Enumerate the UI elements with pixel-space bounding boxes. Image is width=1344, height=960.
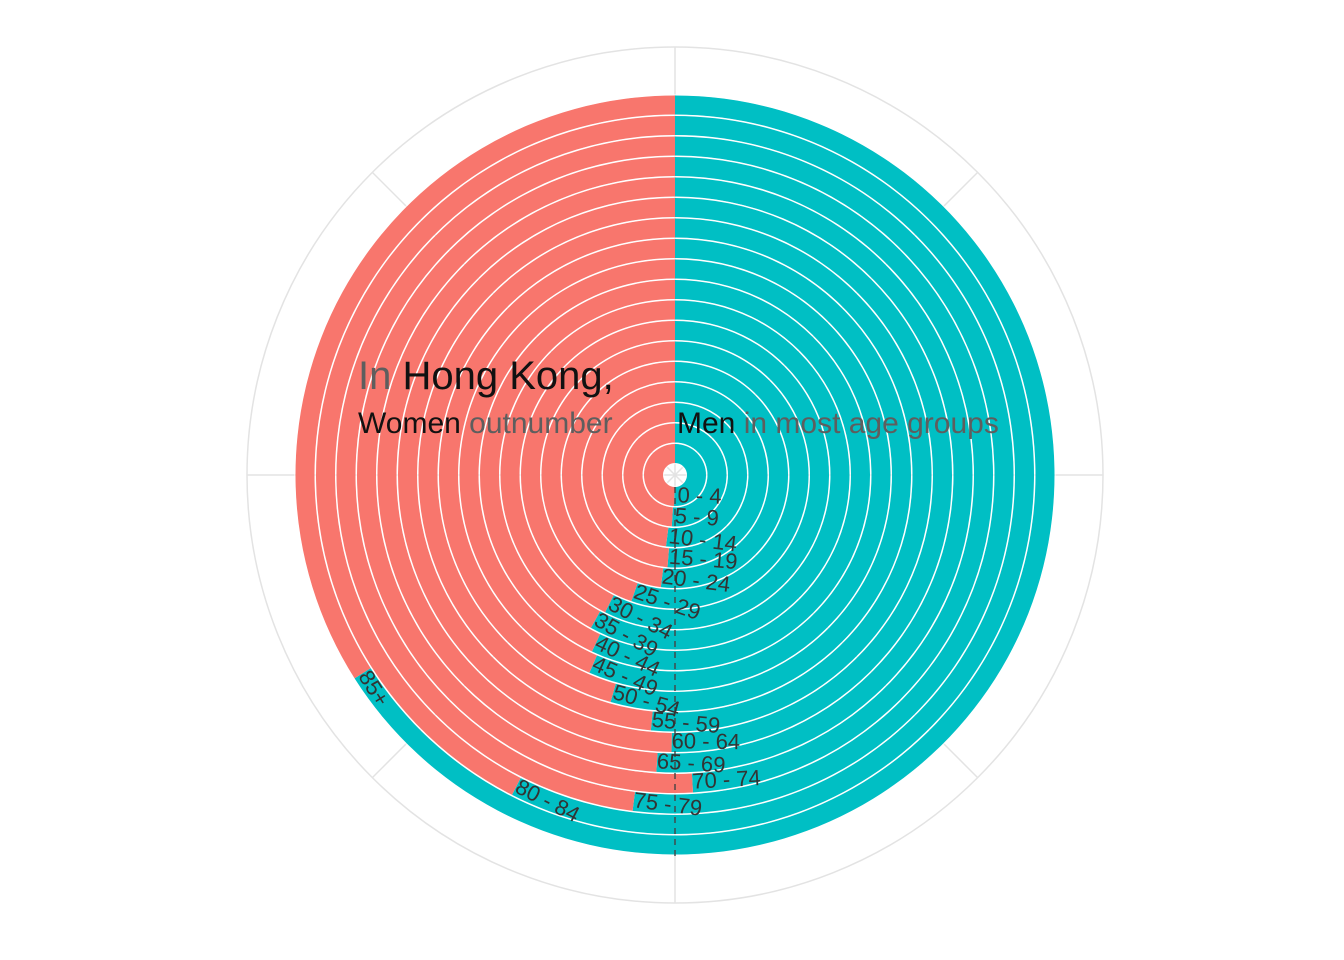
title-hong-kong: Hong Kong, [402, 354, 614, 398]
ring-separator [663, 463, 687, 487]
women-bar-20-24 [562, 362, 675, 588]
title-most-age-groups: in most age groups [743, 407, 999, 440]
age-label-5-9: 5 - 9 [674, 503, 720, 531]
ring-separator [458, 258, 892, 692]
men-bar-0-4 [674, 444, 707, 507]
ring-separator [642, 442, 708, 508]
title-women: Women [358, 407, 461, 440]
age-label-60-64: 60 - 64 [672, 728, 741, 754]
men-bar-15-19 [667, 382, 768, 568]
women-bar-15-19 [582, 382, 675, 568]
age-label-70-74: 70 - 74 [692, 765, 762, 794]
women-bar-85plus [295, 95, 675, 679]
women-bar-5-9 [623, 423, 675, 527]
bars [295, 95, 1055, 855]
men-bar-5-9 [671, 423, 727, 527]
ring-separator [355, 155, 995, 795]
women-bar-30-34 [521, 321, 675, 613]
ring-separator [314, 114, 1036, 836]
ring-separator [519, 319, 831, 631]
ring-separator [335, 135, 1015, 815]
men-bar-20-24 [660, 362, 789, 589]
age-label-15-19: 15 - 19 [668, 544, 738, 575]
women-bar-0-4 [644, 444, 675, 506]
chart-title-line-1: In Hong Kong, [358, 354, 614, 399]
age-label-65-69: 65 - 69 [656, 748, 726, 777]
chart-title-line-2-left: Women outnumber [358, 407, 613, 441]
women-bar-35-39 [500, 300, 675, 628]
ring-separator [478, 278, 872, 672]
chart-title-line-2-right: Men in most age groups [677, 407, 999, 441]
women-bar-40-44 [479, 280, 675, 652]
women-bar-25-29 [541, 341, 675, 602]
title-in: In [358, 354, 392, 398]
title-outnumber: outnumber [469, 407, 613, 440]
ring-separator [499, 299, 851, 651]
ring-separator [622, 422, 728, 528]
age-label-0-4: 0 - 4 [677, 482, 722, 508]
women-bar-45-49 [459, 259, 675, 673]
men-bar-10-14 [665, 403, 748, 547]
title-men: Men [677, 407, 736, 440]
women-bar-10-14 [603, 403, 675, 547]
